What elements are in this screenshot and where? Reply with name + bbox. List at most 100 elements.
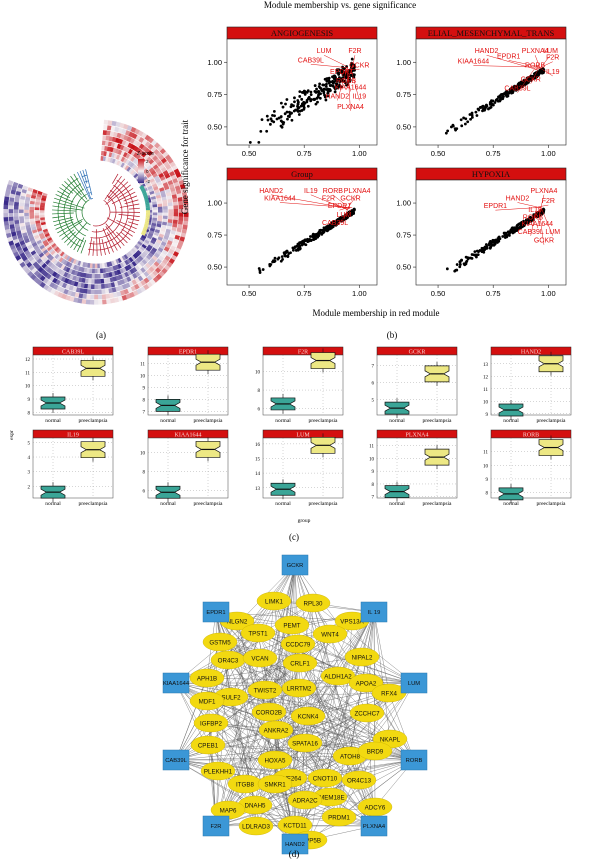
annotation-cell <box>145 216 150 219</box>
heatmap-cell <box>145 268 152 275</box>
gene-label: EPDR1 <box>484 203 507 210</box>
heatmap-cell <box>101 145 106 151</box>
heatmap-cell <box>5 228 11 234</box>
hub-node-shape <box>162 672 190 694</box>
scatter-point <box>318 86 322 90</box>
heatmap-cell <box>138 137 145 144</box>
scatter-point <box>508 230 512 234</box>
heatmap-cell <box>141 259 148 265</box>
heatmap-cell <box>77 298 83 304</box>
heatmap-cell <box>101 299 107 305</box>
gene-node: ANKRA2 <box>258 720 294 740</box>
boxplot-facet-7: KIAA1644 10 8 6 normal preeclampsia <box>140 429 229 507</box>
gene-node: GSTM5 <box>202 632 238 652</box>
x-tick-label: preeclampsia <box>78 418 108 424</box>
label-connector <box>332 194 347 206</box>
gene-node-shape <box>287 733 323 753</box>
gene-node: OR4C13 <box>341 770 377 790</box>
heatmap-cell <box>14 194 21 200</box>
gene-node-label: GSTM5 <box>209 639 231 646</box>
annotation-cell <box>144 198 149 201</box>
heatmap-cell <box>82 272 87 278</box>
heatmap-cell <box>152 217 158 222</box>
heatmap-cell <box>30 220 36 225</box>
heatmap-cell <box>17 233 23 239</box>
heatmap-cell <box>152 164 159 170</box>
heatmap-cell <box>154 142 161 149</box>
heatmap-cell <box>5 188 12 194</box>
scatter-point <box>324 77 328 81</box>
dendrogram-arc <box>69 188 86 237</box>
heatmap-cell <box>114 286 120 292</box>
y-tick-label: 0.50 <box>396 122 411 131</box>
heatmap-cell <box>124 265 130 272</box>
heatmap-cell <box>51 277 58 284</box>
y-tick-label: 9 <box>143 386 146 391</box>
heatmap-cell <box>165 192 172 197</box>
heatmap-cell <box>126 166 132 172</box>
gene-node-label: APOA2 <box>356 680 377 687</box>
heatmap-cell <box>55 261 61 267</box>
scatter-point <box>529 219 533 223</box>
x-tick-label: preeclampsia <box>78 501 108 507</box>
scatter-point <box>288 110 291 114</box>
annotation-cell <box>141 189 146 193</box>
legend-colorbar <box>138 159 144 183</box>
x-tick-label: normal <box>45 418 61 424</box>
heatmap-cell <box>163 246 170 253</box>
heatmap-cell <box>103 278 108 284</box>
heatmap-cell <box>144 147 151 154</box>
heatmap-cell <box>117 127 124 134</box>
scatter-point <box>316 100 319 104</box>
scatter-point <box>272 259 275 263</box>
heatmap-cell <box>10 189 17 195</box>
boxplot-facet-5: HAND2 13 12 11 10 9 normal preeclampsia <box>483 346 572 424</box>
scatter-point <box>338 84 341 87</box>
scatter-point <box>309 235 312 238</box>
heatmap-cell <box>94 263 98 269</box>
heatmap-cell <box>133 152 139 158</box>
heatmap-cell <box>40 221 46 226</box>
y-tick-label: 1.00 <box>207 58 222 67</box>
scatter-point <box>284 102 287 106</box>
heatmap-cell <box>127 160 133 167</box>
gene-node-shape <box>280 634 316 654</box>
facet-strip-label: CAB39L <box>62 349 84 355</box>
x-tick-label: 1.00 <box>352 289 367 298</box>
heatmap-cell <box>129 262 135 269</box>
scatter-point <box>350 57 354 61</box>
heatmap-cell <box>119 122 125 129</box>
scatter-point <box>320 88 324 92</box>
boxplot-facet-1: CAB39L 12 11 10 9 8 normal preeclampsia <box>25 346 114 424</box>
heatmap-cell <box>50 242 57 248</box>
panel-label-d: (d) <box>289 849 300 859</box>
scatter-point <box>324 85 328 88</box>
heatmap-cell <box>27 270 34 278</box>
heatmap-cell <box>29 215 35 219</box>
heatmap-cell <box>159 244 165 250</box>
heatmap-cell <box>165 228 171 234</box>
scatter-point <box>537 73 540 77</box>
heatmap-cell <box>32 261 39 268</box>
dendrogram-arc <box>89 184 129 245</box>
scatter-point <box>283 112 287 116</box>
scatter-point <box>523 80 527 84</box>
gene-node: KCNK4 <box>290 706 326 726</box>
scatter-point <box>346 215 349 219</box>
heatmap-cell <box>157 255 165 262</box>
heatmap-cell <box>89 294 95 300</box>
network-edge <box>297 643 375 827</box>
heatmap-cell <box>4 192 11 198</box>
gene-node-label: VCAN <box>251 655 268 662</box>
heatmap-cell <box>182 224 188 230</box>
y-tick-label: 0.75 <box>396 231 411 240</box>
heatmap-cell <box>141 251 148 257</box>
gene-node-label: OR4C3 <box>218 657 239 664</box>
hub-node-label: KIAA1644 <box>163 681 190 687</box>
legend-tick-high: 2 <box>146 159 149 164</box>
heatmap-cell <box>146 156 152 163</box>
y-tick-label: 11 <box>483 388 488 393</box>
heatmap-cell <box>24 221 31 226</box>
scatter-point <box>532 213 536 217</box>
scatter-point <box>534 73 538 77</box>
